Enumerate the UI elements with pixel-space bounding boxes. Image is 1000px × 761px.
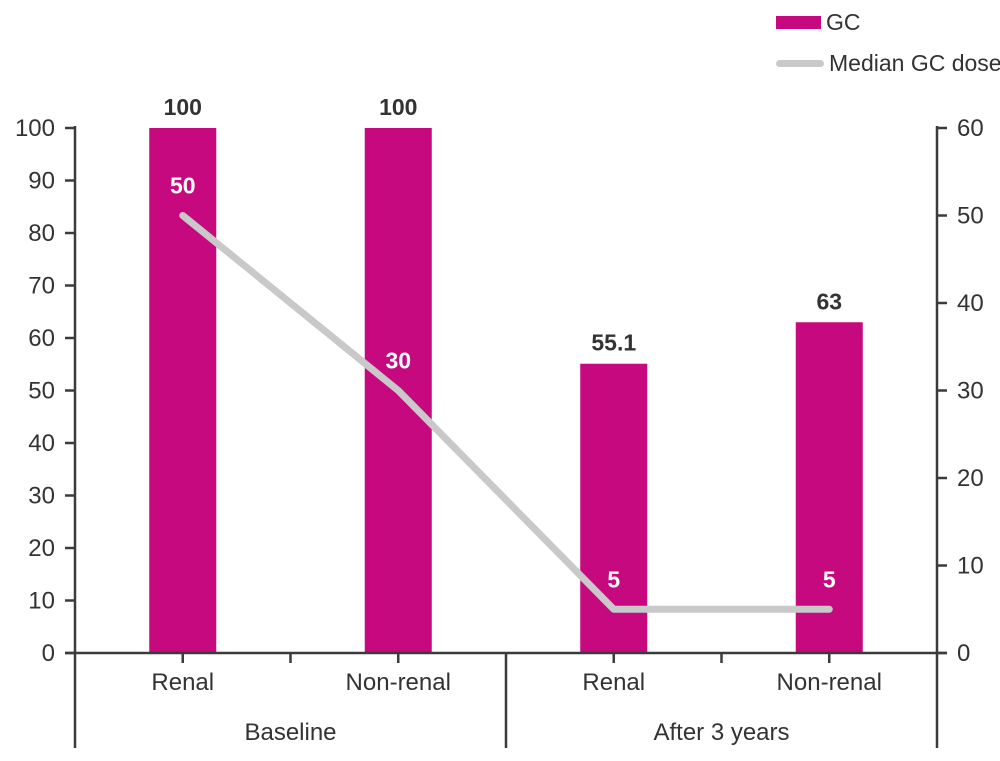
- gc-bar-swatch-icon: [776, 15, 821, 29]
- line-value-label: 5: [823, 566, 836, 592]
- bar-value-label: 100: [379, 94, 417, 120]
- category-label: Renal: [582, 669, 645, 696]
- right-axis-tick-label: 30: [957, 378, 984, 405]
- right-axis-tick-label: 20: [957, 465, 984, 492]
- left-axis-tick-label: 50: [28, 378, 55, 405]
- line-value-label: 50: [170, 173, 196, 199]
- category-label: Renal: [151, 669, 214, 696]
- median-gc-dose-line: [179, 212, 833, 613]
- bar-non-renal-3: [795, 322, 863, 653]
- group-label: After 3 years: [653, 719, 789, 746]
- left-axis-tick-label: 70: [28, 273, 55, 300]
- right-axis-tick-label: 40: [957, 290, 984, 317]
- bar-value-label: 63: [816, 288, 842, 314]
- right-axis-tick-label: 0: [957, 640, 970, 667]
- right-axis-tick-label: 60: [957, 115, 984, 142]
- left-axis-tick-label: 0: [42, 640, 55, 667]
- left-axis-tick-label: 100: [15, 115, 55, 142]
- left-axis-tick-label: 60: [28, 325, 55, 352]
- category-label: Non-renal: [777, 669, 882, 696]
- legend-item-median-gc-dose: Median GC dose: [776, 51, 1000, 75]
- bar-value-label: 100: [164, 94, 202, 120]
- right-axis-tick-label: 50: [957, 203, 984, 230]
- median-gc-dose-line-swatch-icon: [776, 59, 824, 67]
- bar-value-label: 55.1: [591, 330, 636, 356]
- line-value-label: 30: [385, 348, 411, 374]
- group-label: Baseline: [244, 719, 336, 746]
- left-axis-tick-label: 10: [28, 588, 55, 615]
- bar-renal-0: [149, 128, 217, 653]
- legend-label-median-gc-dose: Median GC dose: [829, 50, 1000, 76]
- left-axis-tick-label: 40: [28, 430, 55, 457]
- left-axis-tick-label: 80: [28, 220, 55, 247]
- chart-legend: GC Median GC dose: [776, 10, 1000, 75]
- left-axis-tick-label: 90: [28, 168, 55, 195]
- line-value-label: 5: [607, 566, 620, 592]
- right-axis-tick-label: 10: [957, 553, 984, 580]
- left-axis-tick-label: 20: [28, 535, 55, 562]
- legend-item-gc: GC: [776, 10, 1000, 34]
- category-label: Non-renal: [346, 669, 451, 696]
- legend-label-gc: GC: [826, 9, 861, 35]
- left-axis-tick-label: 30: [28, 483, 55, 510]
